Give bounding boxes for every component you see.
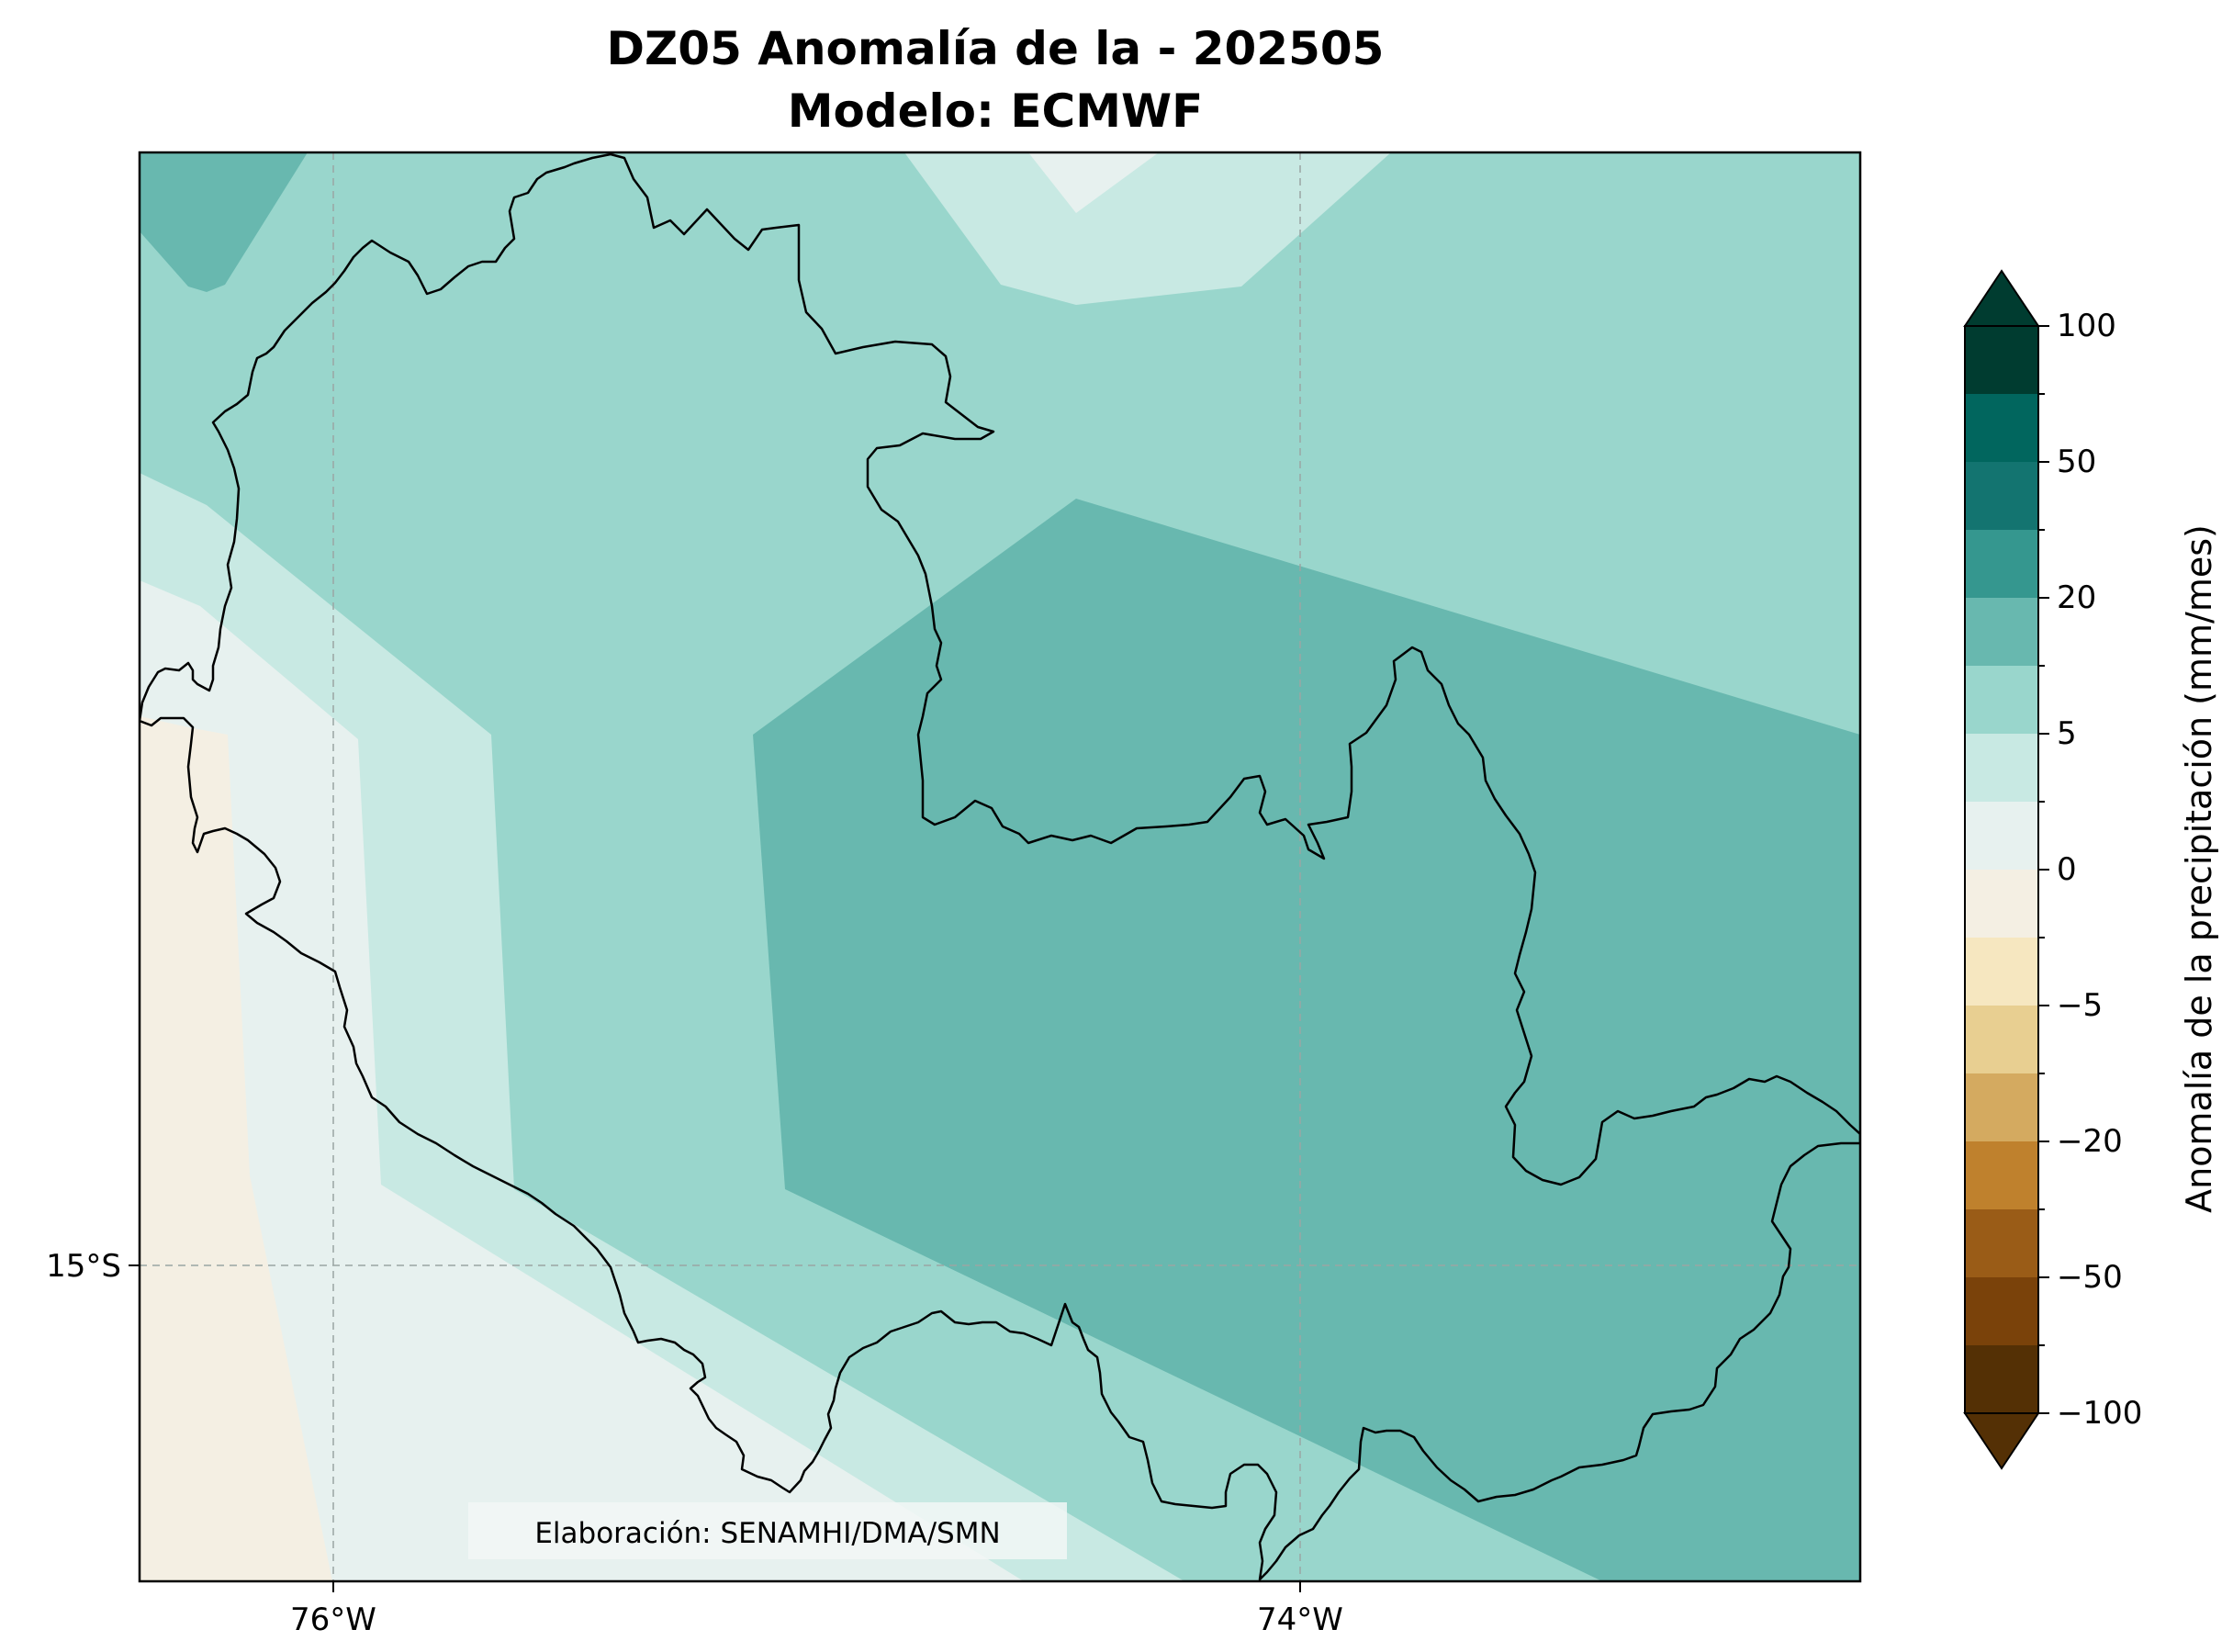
colorbar-extend-bottom: [1963, 1412, 2040, 1470]
colorbar-tick-label: −100: [2057, 1395, 2142, 1432]
map-axis-ticks: [129, 1264, 1301, 1592]
anomaly-fill-pos-high-east: [753, 499, 1860, 1581]
colorbar-segment: [1965, 802, 2038, 871]
colorbar-tick-label: 100: [2057, 308, 2116, 344]
map-frame: [138, 151, 1862, 1583]
colorbar-segment: [1965, 734, 2038, 803]
colorbar-segment: [1965, 870, 2038, 938]
colorbar-tick-label: 20: [2057, 579, 2096, 616]
colorbar-segment: [1965, 1345, 2038, 1414]
anomaly-fill-pos-high-nw: [140, 152, 308, 292]
colorbar-segment: [1965, 1141, 2038, 1210]
credit-text: Elaboración: SENAMHI/DMA/SMN: [534, 1517, 1000, 1550]
colorbar-segment: [1965, 1209, 2038, 1278]
colorbar-tick-label: 0: [2057, 851, 2077, 888]
gridlines: [140, 152, 1860, 1581]
colorbar-segment: [1965, 666, 2038, 735]
anomaly-fill-near-zero-north: [1028, 152, 1159, 213]
colorbar-segment: [1965, 938, 2038, 1006]
anomaly-fill-near-zero-coast: [140, 580, 1024, 1581]
colorbar-extend-top: [1963, 269, 2040, 327]
anomaly-fill-pos-low-north: [904, 152, 1391, 305]
colorbar-segment: [1965, 1277, 2038, 1346]
colorbar-segment: [1965, 530, 2038, 599]
colorbar-segment: [1965, 326, 2038, 395]
colorbar-tick-label: −50: [2057, 1259, 2123, 1296]
lon-label-76w: 76°W: [290, 1601, 376, 1638]
colorbar-segment: [1965, 598, 2038, 667]
colorbar: [1963, 269, 2049, 1470]
colorbar-tick-label: 50: [2057, 444, 2096, 480]
colorbar-segment: [1965, 1006, 2038, 1074]
map-panel: [140, 152, 1860, 1581]
colorbar-segment: [1965, 394, 2038, 463]
anomaly-fill-ocean-negative: [140, 716, 332, 1581]
map-title-line2: Modelo: ECMWF: [788, 84, 1204, 138]
region-boundary: [140, 152, 1860, 1581]
colorbar-segment: [1965, 1073, 2038, 1142]
colorbar-segment: [1965, 462, 2038, 531]
credit-box: [468, 1502, 1067, 1559]
colorbar-label: Anomalía de la precipitación (mm/mes): [2179, 524, 2219, 1213]
colorbar-tick-label: −5: [2057, 987, 2103, 1024]
colorbar-tick-labels: 100 50 20 5 0 −5 −20 −50 −100: [2057, 308, 2142, 1432]
map-title-line1: DZ05 Anomalía de la - 202505: [607, 22, 1385, 75]
lat-label-15s: 15°S: [46, 1248, 121, 1285]
lon-label-74w: 74°W: [1257, 1601, 1343, 1638]
colorbar-tick-label: 5: [2057, 715, 2077, 752]
colorbar-tick-label: −20: [2057, 1123, 2123, 1160]
